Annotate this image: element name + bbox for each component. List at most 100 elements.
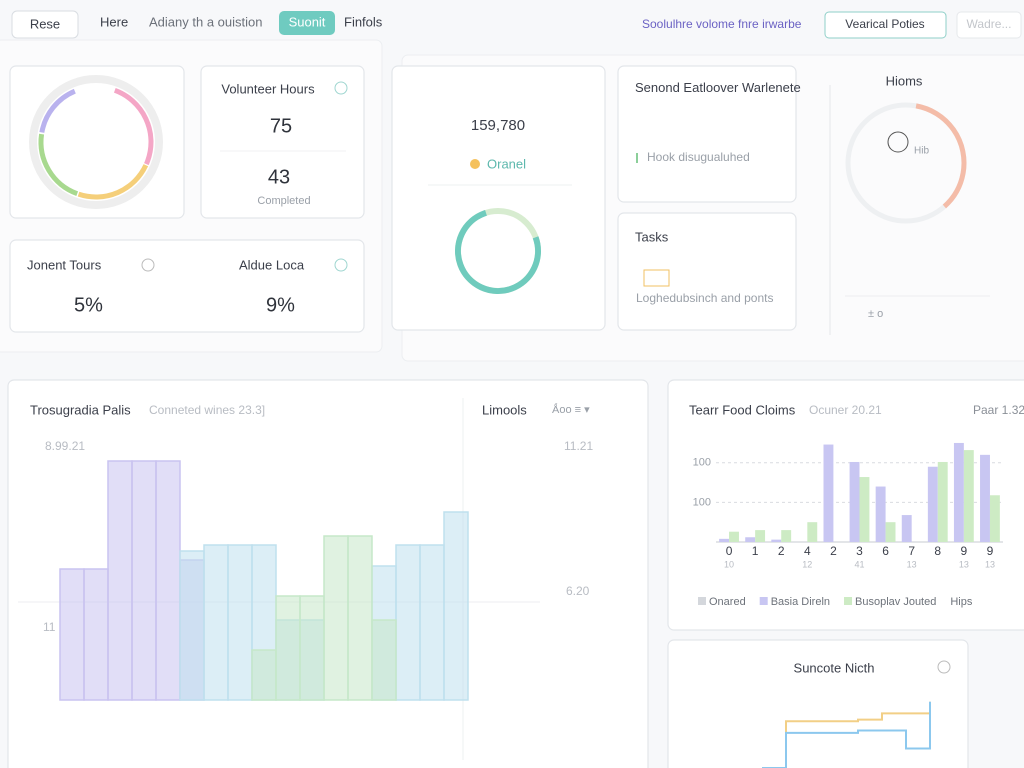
icon [334,81,348,95]
step-bar [227,544,253,701]
action-button[interactable] [956,11,1022,39]
bar [771,539,782,542]
gauge-footer: ± o [868,308,883,320]
icon [470,159,480,169]
step-bar [347,535,373,701]
nav-link[interactable]: Here [100,14,128,29]
step-bar [131,460,157,701]
card-note: Loghedubsinch and ponts [636,291,773,305]
step-bar [107,460,133,701]
chart-side-title: Limools [482,402,527,417]
bar [755,530,766,542]
icon [937,660,951,674]
chart-control[interactable]: Ǻoo ≡ ▾ [552,403,590,416]
x-sublabel: 13 [985,559,995,569]
card [617,65,797,203]
legend-label: Onared [709,596,746,608]
legend-label: Hips [950,596,973,608]
gauge-label: Hib [914,146,929,157]
button-label[interactable]: Wadre... [967,17,1012,31]
legend-label: Busoplav Jouted [855,596,936,608]
donut [29,75,163,209]
bar [885,522,896,542]
gauge [845,102,967,224]
icon [643,269,670,287]
legend-swatch [698,597,706,605]
card-title: Hioms [886,73,923,88]
card-label: Oranel [487,156,526,171]
chart-title: Trosugradia Palis [30,402,131,417]
step-bar [419,544,445,701]
bar [719,538,730,542]
x-tick-label: 7 [908,544,915,558]
step-bar [179,550,205,701]
card-title: Jonent Tours [27,257,102,272]
legend-swatch [844,597,853,605]
x-tick-label: 8 [934,544,941,558]
step-bar [299,595,325,701]
button-label[interactable]: Suonit [289,14,326,29]
annotation: 11.21 [564,439,593,453]
x-sublabel: 12 [802,559,812,569]
card-value: 159,780 [471,117,525,134]
chart-panel [667,379,1024,631]
legend-label: Basia Direln [771,596,830,608]
top-link[interactable]: Soolulhre volome fnre irwarbe [642,17,802,31]
bar [901,515,912,542]
bar [745,537,756,542]
step-bar [83,568,109,701]
series-line [762,701,931,768]
card [391,65,606,331]
chart-corner: Paar 1.32 [973,403,1024,417]
card-value: 9% [266,294,295,316]
x-tick-label: 9 [961,544,968,558]
series-line [762,701,931,768]
step-bar [203,544,229,701]
x-sublabel: 41 [854,559,864,569]
card-title: Aldue Loca [239,257,305,272]
bar [729,531,739,542]
button-label[interactable]: Rese [30,16,60,31]
chart-title: Tearr Food Cloims [689,402,796,417]
bar [989,495,1000,542]
button-label[interactable]: Vearical Poties [845,17,924,31]
step-bar [371,619,397,701]
annotation: 11 [43,620,56,634]
chart-subtitle: Ocuner 20.21 [809,403,882,417]
step-bar [323,535,349,701]
annotation: 6.20 [566,584,590,598]
card [617,212,797,331]
bar [807,522,818,542]
icon [141,258,155,272]
step-bar [251,649,277,701]
bar [859,477,870,542]
title-line: Senond Eatloover Warlenete [635,80,801,95]
reset-button[interactable] [11,10,79,39]
annotation: 8.99.21 [45,439,85,453]
bar [927,466,938,542]
submit-button[interactable] [279,11,335,35]
bar [937,461,948,542]
card-note: Hook disugualuhed [647,150,750,164]
x-sublabel: 13 [959,559,969,569]
y-tick-label: 100 [693,457,711,469]
bar [953,442,964,542]
x-tick-label: 0 [726,544,733,558]
x-tick-label: 4 [804,544,811,558]
bar [849,461,860,542]
nav-link[interactable]: Finfols [344,14,383,29]
action-button[interactable] [824,11,947,39]
nav-link[interactable]: Adiany th a ouistion [149,14,262,29]
card [200,65,365,219]
card-title: Senond Eatloover Warlenete [635,80,801,95]
bar [781,530,792,542]
x-sublabel: 13 [907,559,917,569]
step-bar [155,460,181,701]
step-bar [443,511,469,701]
icon [334,258,348,272]
x-tick-label: 1 [752,544,759,558]
chart-title: Suncote Nicth [794,660,875,675]
